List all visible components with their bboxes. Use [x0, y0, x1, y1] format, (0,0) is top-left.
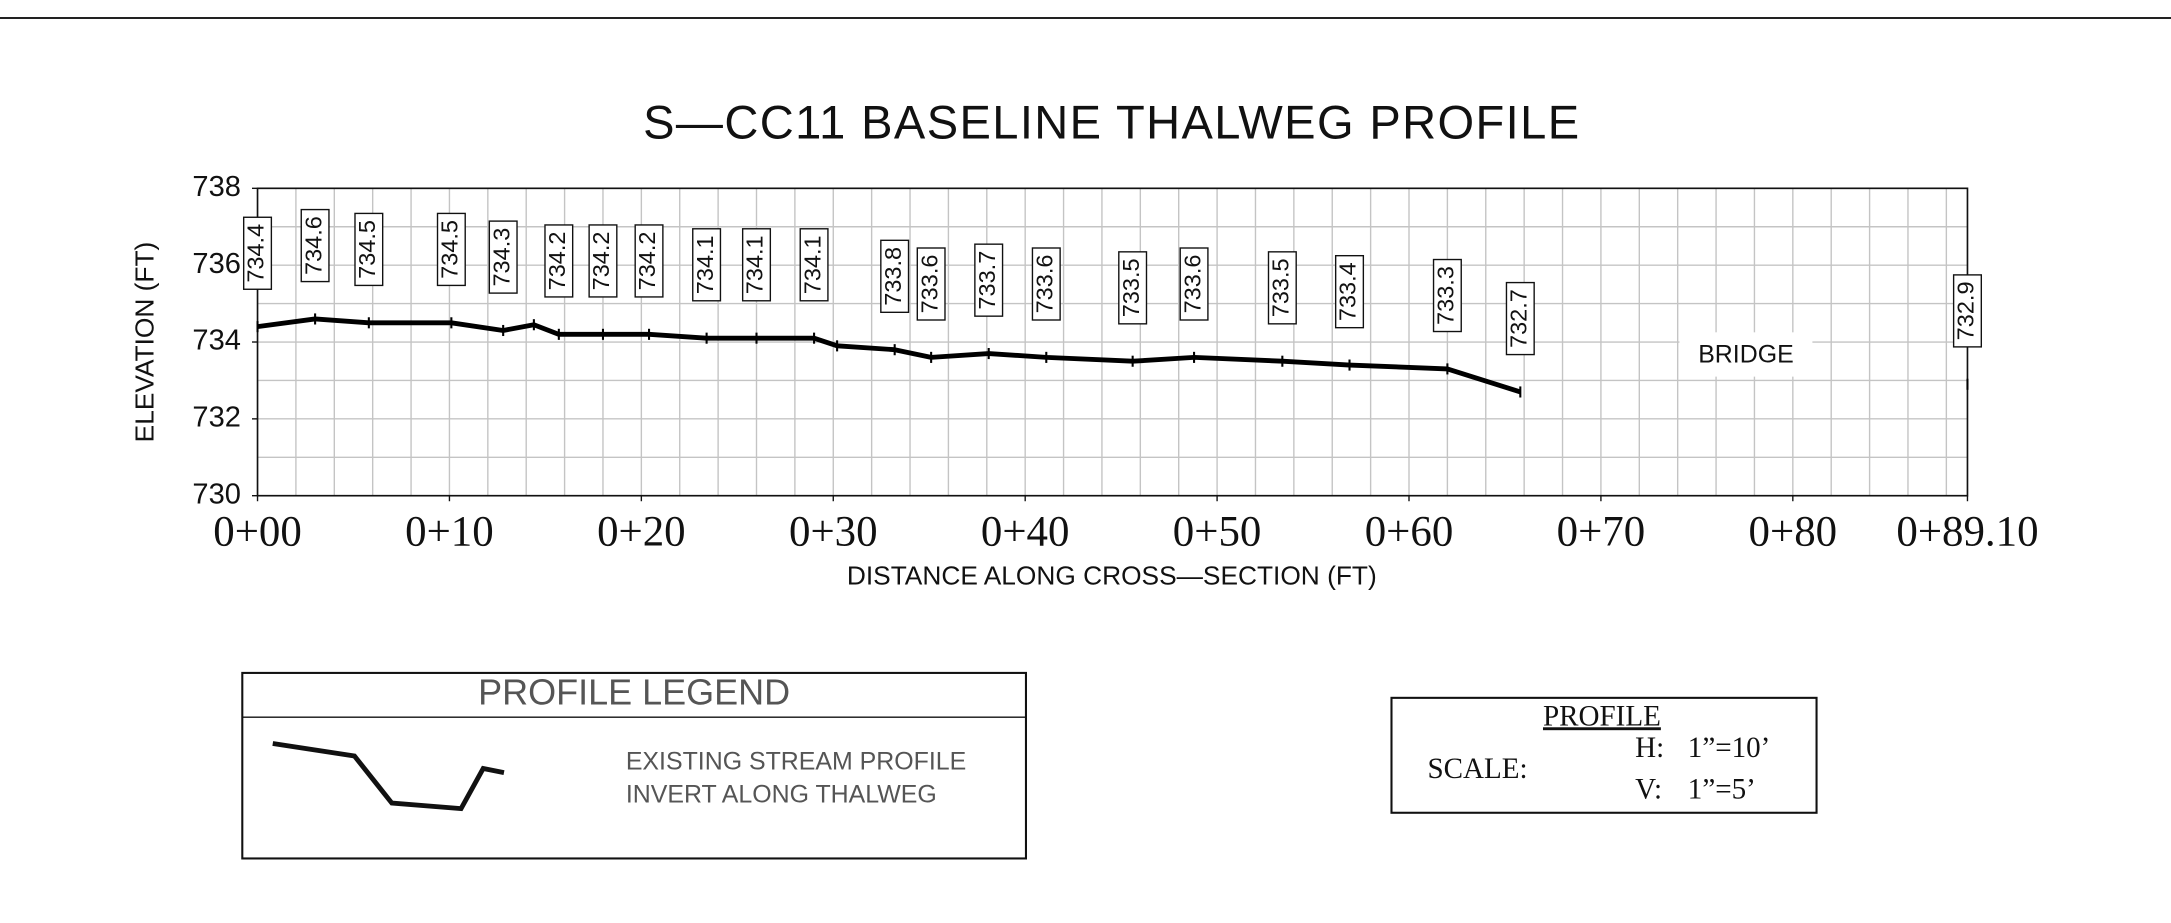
data-label: 734.5: [354, 220, 380, 279]
x-tick-label: 0+20: [597, 509, 686, 556]
x-tick-label: 0+50: [1173, 509, 1262, 556]
annotation: BRIDGE: [1698, 340, 1793, 368]
y-axis-label: ELEVATION (FT): [130, 242, 160, 443]
label-box: [916, 247, 946, 321]
scale-h-value: 1”=10’: [1688, 732, 1771, 764]
data-label: 732.9: [1953, 281, 1979, 340]
data-label: 734.1: [692, 235, 718, 294]
data-label: 733.5: [1118, 258, 1144, 317]
label-box: [1031, 247, 1061, 321]
y-tick-label: 732: [192, 402, 241, 434]
y-tick-label: 738: [192, 171, 241, 203]
scale-box: [1390, 696, 1818, 814]
label-box: [1118, 251, 1148, 325]
label-box: [1432, 258, 1462, 333]
data-label: 733.4: [1335, 262, 1361, 321]
x-tick-label: 0+10: [405, 509, 494, 556]
data-label: 732.7: [1506, 289, 1532, 348]
label-box: [436, 212, 466, 287]
y-tick-label: 736: [192, 248, 241, 280]
data-label: 734.2: [544, 232, 570, 291]
data-label: 734.5: [437, 220, 463, 279]
y-tick-label: 730: [192, 478, 241, 510]
label-box: [1952, 274, 1983, 348]
data-label: 734.6: [300, 216, 326, 275]
x-tick-label: 0+80: [1749, 509, 1838, 556]
legend-box: [241, 671, 1028, 860]
label-box: [799, 228, 829, 302]
scale-h: H:: [1635, 732, 1664, 764]
legend-line: EXISTING STREAM PROFILE: [626, 747, 966, 775]
data-label: 734.2: [634, 232, 660, 291]
data-label: 733.6: [1032, 255, 1058, 314]
scale-v-value: 1”=5’: [1688, 774, 1756, 806]
grid: 730 732 734 736 738 0+00 0+10 0+20 0+30 0+40 0+50 0…: [192, 171, 2038, 556]
data-label: 734.4: [243, 224, 269, 283]
label-box: [974, 243, 1004, 317]
y-tick-label: 734: [192, 325, 241, 357]
label-box: [588, 224, 618, 298]
label-box: [692, 228, 722, 302]
scale-label: SCALE:: [1427, 753, 1527, 785]
x-tick-label: 0+60: [1365, 509, 1454, 556]
label-box: [300, 208, 330, 283]
x-tick-label: 0+30: [789, 509, 878, 556]
scale-heading: PROFILE: [1543, 700, 1661, 732]
data-label: 733.5: [1268, 258, 1294, 317]
label-box: [1267, 251, 1297, 325]
x-tick-label: 0+70: [1557, 509, 1646, 556]
data-label: 734.1: [742, 235, 768, 294]
label-box: [544, 224, 574, 298]
label-box: [880, 239, 910, 314]
legend-title: PROFILE LEGEND: [478, 672, 790, 713]
series: 734.4 734.6 734.5 734.5 734.3 734.2 734.2 734.2…: [242, 208, 1983, 398]
data-label: 733.8: [880, 247, 906, 306]
x-axis-label: DISTANCE ALONG CROSS—SECTION (FT): [847, 560, 1377, 590]
data-label: 733.7: [974, 251, 1000, 310]
label-box: [242, 216, 273, 290]
data-label: 733.6: [916, 255, 942, 314]
x-tick-label: 0+00: [213, 509, 302, 556]
data-label: 734.2: [588, 232, 614, 291]
annotation-bg: [1679, 332, 1813, 377]
chart-title: S—CC11 BASELINE THALWEG PROFILE: [643, 95, 1580, 148]
label-box: [1334, 254, 1365, 329]
scale-v: V:: [1635, 774, 1662, 806]
label-box: [1179, 247, 1209, 321]
data-label: 734.3: [488, 228, 514, 287]
legend-symbol: [272, 741, 505, 812]
data-label: 733.3: [1433, 266, 1459, 325]
label-box: [488, 220, 518, 294]
data-label: 734.1: [799, 235, 825, 294]
data-label: 733.6: [1179, 255, 1205, 314]
label-box: [741, 228, 772, 302]
label-box: [1505, 281, 1535, 356]
x-tick-label: 0+40: [981, 509, 1070, 556]
x-tick-label: 0+89.10: [1896, 509, 2038, 556]
label-box: [354, 212, 384, 287]
label-box: [634, 224, 664, 298]
legend-line: INVERT ALONG THALWEG: [626, 781, 937, 809]
